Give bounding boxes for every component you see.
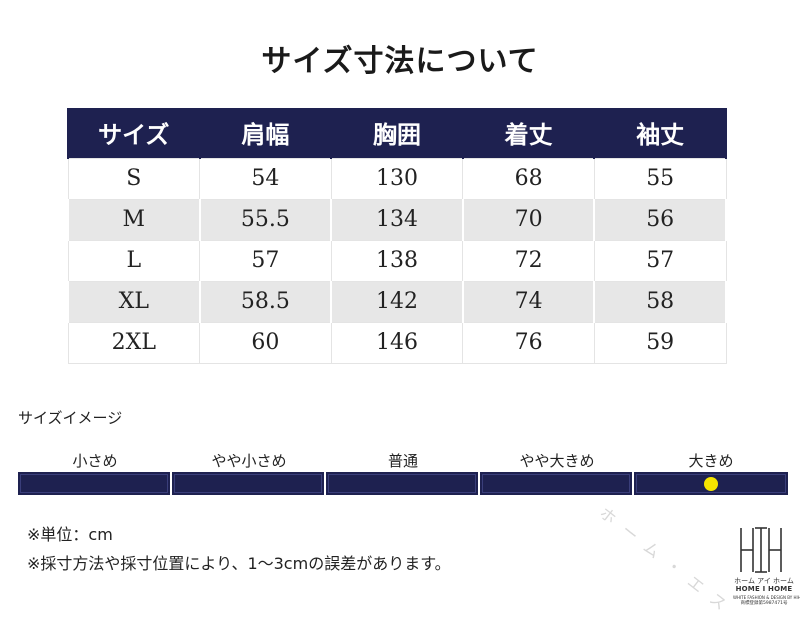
size-table: サイズ 肩幅 胸囲 着丈 袖丈 S 54 130 68 55 M 55.5 13… [67, 108, 727, 364]
logo-registration: 商標登録第5987471号 [740, 601, 788, 606]
scale-label-small: 小さめ [72, 452, 118, 470]
measurement-disclaimer: ※採寸方法や採寸位置により、1～3cmの誤差があります。 [27, 554, 451, 573]
hih-logo-icon [740, 527, 782, 573]
table-cell: 70 [461, 199, 596, 240]
table-cell: 57 [199, 239, 332, 282]
header-shoulder: 肩幅 [198, 108, 333, 158]
scale-segment [480, 472, 632, 495]
size-scale-bar [18, 472, 788, 495]
table-cell: S [67, 157, 201, 200]
size-image-label: サイズイメージ [18, 409, 123, 427]
table-cell: 56 [593, 199, 727, 240]
header-sleeve: 袖丈 [593, 108, 727, 158]
table-cell: M [67, 199, 201, 240]
header-chest: 胸囲 [330, 108, 464, 158]
table-cell: 57 [593, 239, 727, 282]
table-cell: 55.5 [198, 199, 333, 240]
page-title: サイズ寸法について [261, 44, 539, 79]
table-cell: 54 [199, 157, 332, 200]
table-cell: 68 [462, 157, 595, 200]
table-row: L 57 138 72 57 [67, 239, 727, 282]
unit-note: ※単位：cm [27, 525, 113, 544]
scale-segment [172, 472, 324, 495]
brand-logo: ホーム アイ ホーム HOME I HOME WHITE FASHION & D… [733, 524, 800, 606]
scale-label-large: 大きめ [688, 452, 734, 470]
table-row: M 55.5 134 70 56 [67, 199, 727, 240]
header-length: 着丈 [461, 108, 596, 158]
table-cell: 142 [330, 281, 464, 322]
scale-label-normal: 普通 [387, 452, 418, 470]
table-cell: 134 [330, 199, 464, 240]
logo-tagline: WHITE FASHION & DESIGN BY HIH [733, 595, 800, 600]
table-cell: 55 [593, 157, 727, 200]
scale-label-slightly-large: やや大きめ [519, 452, 595, 470]
table-cell: XL [67, 281, 201, 322]
size-scale-labels: 小さめ やや小さめ 普通 やや大きめ 大きめ [18, 450, 788, 470]
watermark-text: ホーム・エス [595, 503, 740, 622]
table-cell: 58.5 [198, 281, 333, 322]
logo-kana: ホーム アイ ホーム [734, 577, 794, 585]
table-cell: 138 [330, 239, 464, 282]
scale-label-slightly-small: やや小さめ [211, 452, 287, 470]
table-row: XL 58.5 142 74 58 [67, 281, 727, 322]
table-cell: 72 [462, 239, 595, 282]
table-cell: 146 [330, 321, 464, 364]
table-header-row: サイズ 肩幅 胸囲 着丈 袖丈 [67, 108, 727, 158]
table-cell: L [67, 239, 201, 282]
table-cell: 2XL [67, 321, 201, 364]
logo-name: HOME I HOME [735, 585, 793, 593]
scale-segment [326, 472, 478, 495]
table-cell: 76 [462, 321, 595, 364]
table-cell: 59 [593, 321, 727, 364]
size-marker-dot [704, 477, 718, 491]
table-cell: 74 [461, 281, 596, 322]
table-row: S 54 130 68 55 [67, 157, 727, 200]
table-cell: 58 [593, 281, 727, 322]
table-cell: 60 [199, 321, 332, 364]
table-cell: 130 [330, 157, 464, 200]
header-size: サイズ [67, 108, 201, 158]
scale-segment [18, 472, 170, 495]
table-row: 2XL 60 146 76 59 [67, 321, 727, 364]
